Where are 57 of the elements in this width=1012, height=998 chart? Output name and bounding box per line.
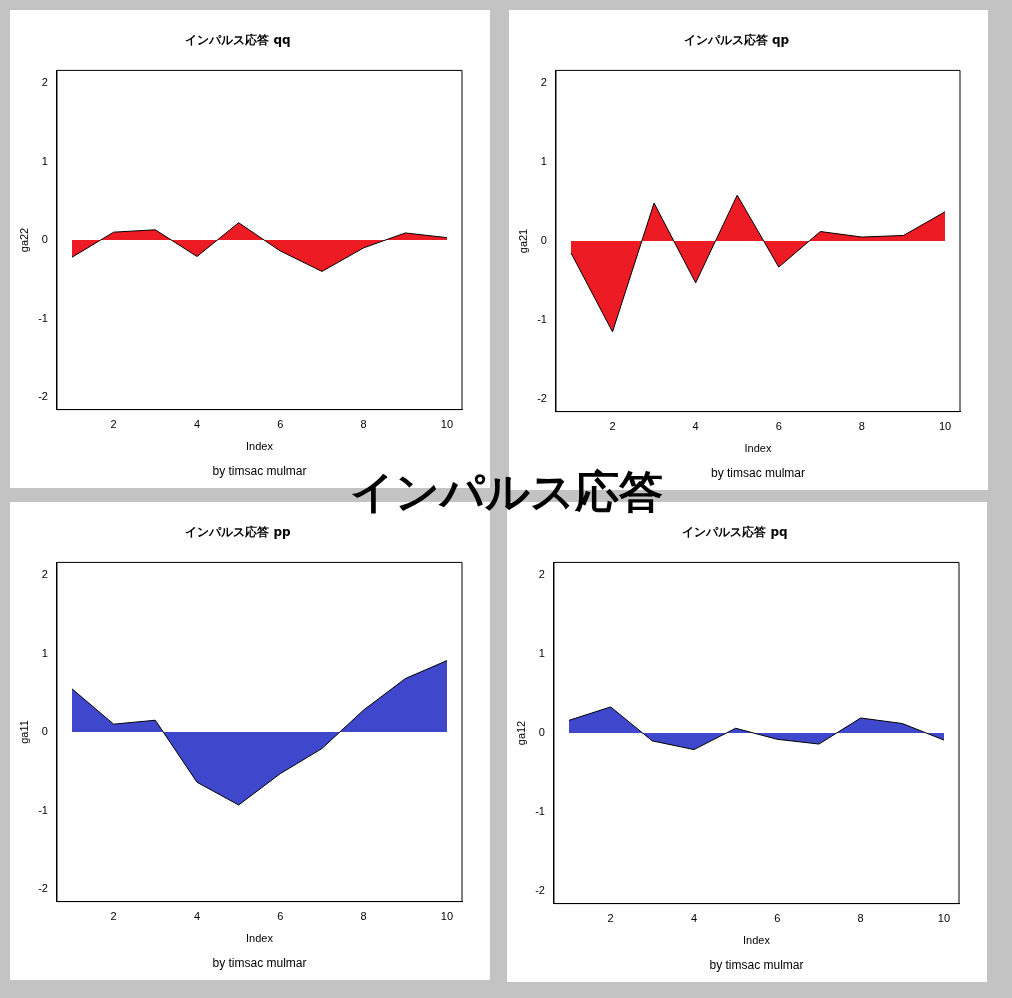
y-tick-label: 2: [41, 75, 48, 88]
y-tick-label: 0: [41, 725, 48, 738]
x-tick-label: 10: [440, 910, 454, 923]
y-tick-label: 0: [538, 726, 545, 739]
x-tick-label: 6: [774, 912, 781, 925]
x-tick-label: 2: [110, 418, 117, 431]
x-tick-label: 2: [609, 420, 616, 433]
x-tick-label: 4: [690, 912, 698, 925]
y-tick-label: -2: [537, 391, 547, 404]
x-tick-label: 10: [938, 420, 952, 433]
y-tick-label: 1: [540, 155, 547, 168]
y-tick-label: -1: [38, 803, 48, 816]
y-tick-label: -1: [38, 311, 48, 324]
x-axis-title: Index: [246, 932, 274, 945]
x-axis-title: Index: [744, 442, 772, 455]
x-tick-label: 6: [775, 420, 782, 433]
y-tick-label: 2: [540, 76, 547, 89]
x-tick-label: 2: [607, 912, 614, 925]
chart-title: インパルス応答 pq: [682, 525, 788, 540]
y-tick-label: 2: [538, 568, 545, 581]
x-tick-label: 6: [277, 418, 284, 431]
text: by timsac mulmar: [710, 466, 805, 481]
chart-title: インパルス応答 qq: [185, 33, 291, 48]
y-tick-label: 1: [41, 646, 48, 659]
y-tick-label: -2: [38, 882, 48, 895]
y-tick-label: 1: [41, 154, 48, 167]
x-tick-label: 8: [857, 912, 864, 925]
y-axis-title: ga21: [516, 228, 529, 254]
x-tick-label: 10: [440, 418, 454, 431]
chart-title: インパルス応答 qp: [683, 33, 790, 48]
text: インパルス応答: [349, 466, 663, 517]
x-tick-label: 4: [193, 910, 201, 923]
text: by timsac mulmar: [212, 464, 307, 479]
y-tick-label: 0: [540, 234, 547, 247]
y-tick-label: 0: [41, 233, 48, 246]
y-axis-title: ga22: [17, 227, 30, 253]
y-axis-title: ga11: [17, 720, 30, 744]
y-tick-label: 2: [41, 567, 48, 580]
x-tick-label: 8: [360, 418, 367, 431]
text: by timsac mulmar: [709, 958, 804, 973]
x-axis-title: Index: [743, 934, 771, 947]
x-tick-label: 6: [277, 910, 284, 923]
x-tick-label: 4: [193, 418, 201, 431]
x-tick-label: 8: [858, 420, 865, 433]
chart-title: インパルス応答 pp: [185, 525, 292, 540]
y-tick-label: -2: [535, 883, 545, 896]
x-tick-label: 8: [360, 910, 367, 923]
y-tick-label: 1: [538, 647, 545, 660]
y-tick-label: -1: [537, 313, 547, 326]
x-tick-label: 10: [937, 912, 951, 925]
x-axis-title: Index: [246, 440, 274, 453]
x-tick-label: 2: [110, 910, 117, 923]
text: by timsac mulmar: [212, 956, 307, 971]
x-tick-label: 4: [692, 420, 699, 433]
y-axis-title: ga12: [514, 720, 527, 746]
y-tick-label: -1: [535, 805, 545, 818]
y-tick-label: -2: [38, 390, 48, 403]
